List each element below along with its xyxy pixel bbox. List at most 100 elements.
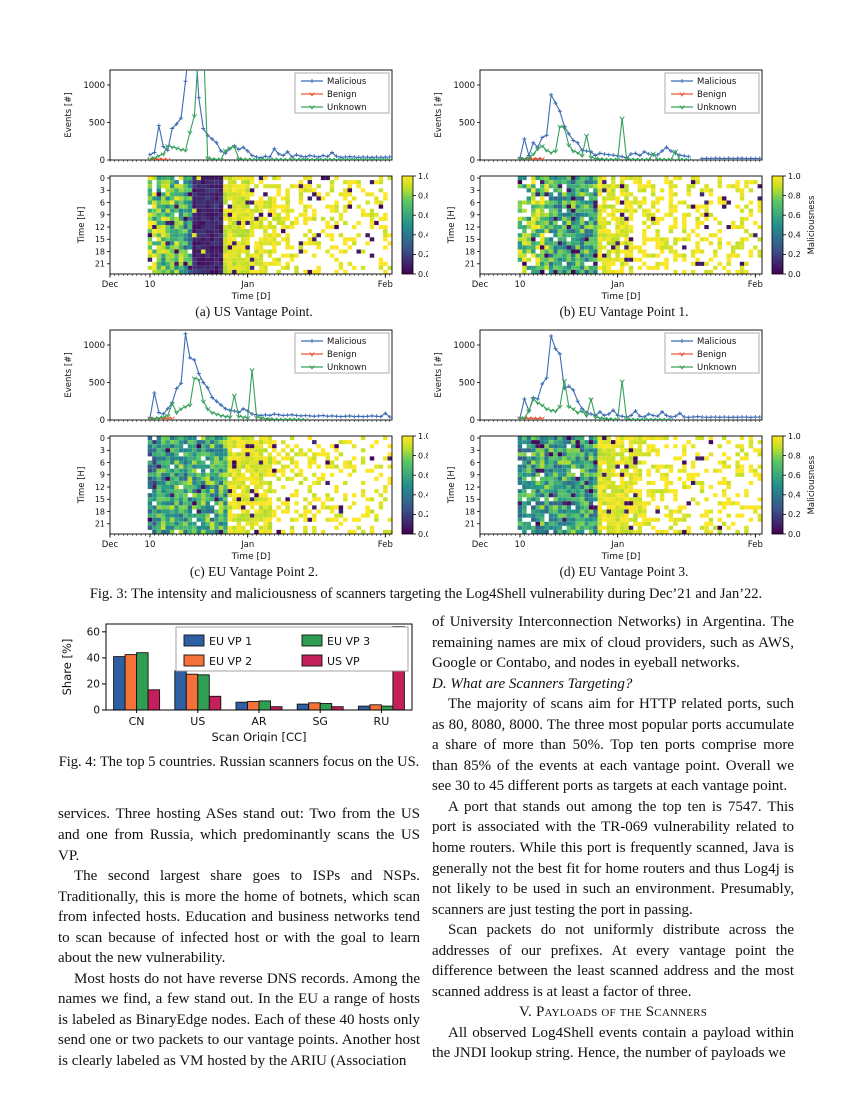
svg-text:EU VP 1: EU VP 1 [209, 635, 252, 648]
svg-text:SG: SG [312, 715, 328, 728]
svg-text:60: 60 [87, 626, 100, 638]
svg-text:US VP: US VP [327, 655, 360, 668]
svg-text:6: 6 [470, 198, 475, 207]
figure4-chart: 0 20 40 60 Share [%] CN US AR SG RU EU VP 1 EU VP 2… [58, 618, 420, 749]
svg-text:Jan: Jan [240, 280, 254, 290]
paragraph: Most hosts do not have reverse DNS recor… [58, 970, 420, 1069]
subfigure-b-chart: 0 500 1000 Events [#] Malicious Benign Unknown… [428, 62, 820, 302]
svg-text:Time [D]: Time [D] [601, 292, 641, 302]
svg-text:Malicious: Malicious [697, 77, 737, 87]
svg-text:1.0: 1.0 [788, 432, 801, 441]
svg-text:12: 12 [465, 483, 475, 492]
svg-text:Unknown: Unknown [697, 103, 736, 113]
svg-text:0: 0 [100, 156, 105, 166]
svg-text:1000: 1000 [453, 341, 475, 351]
subfigure-d-chart: 0 500 1000 Events [#] Malicious Benign Unknown… [428, 322, 820, 562]
svg-text:0.2: 0.2 [418, 510, 431, 519]
svg-text:US: US [190, 715, 205, 728]
svg-text:20: 20 [87, 678, 100, 690]
svg-text:3: 3 [100, 446, 105, 455]
svg-text:3: 3 [100, 186, 105, 195]
left-column: 0 20 40 60 Share [%] CN US AR SG RU EU VP 1 EU VP 2… [58, 618, 420, 1072]
svg-text:18: 18 [465, 507, 475, 516]
svg-text:6: 6 [470, 458, 475, 467]
svg-text:Dec: Dec [472, 540, 489, 550]
svg-text:10: 10 [145, 540, 156, 550]
svg-text:0.0: 0.0 [788, 530, 801, 539]
paragraph: Scan packets do not uniformly distribute… [432, 922, 794, 1000]
svg-text:0.8: 0.8 [788, 451, 801, 460]
svg-text:0.0: 0.0 [418, 530, 431, 539]
svg-text:Unknown: Unknown [327, 363, 366, 373]
svg-text:9: 9 [100, 471, 105, 480]
subfigure-b-caption: (b) EU Vantage Point 1. [559, 304, 689, 319]
paragraph: The second largest share goes to ISPs an… [58, 868, 420, 967]
svg-text:Benign: Benign [327, 350, 357, 360]
svg-text:0.6: 0.6 [788, 211, 801, 220]
svg-text:Unknown: Unknown [327, 103, 366, 113]
svg-text:0: 0 [93, 705, 100, 717]
svg-text:0: 0 [100, 434, 105, 443]
svg-text:Dec: Dec [472, 280, 489, 290]
svg-text:9: 9 [470, 211, 475, 220]
svg-text:500: 500 [89, 379, 105, 389]
svg-text:12: 12 [95, 223, 105, 232]
svg-text:Jan: Jan [610, 280, 624, 290]
right-column: of University Interconnection Networks) … [432, 612, 794, 1064]
svg-text:Feb: Feb [748, 280, 763, 290]
svg-text:Time [H]: Time [H] [447, 207, 457, 245]
svg-text:15: 15 [95, 235, 105, 244]
subfigure-b: 0 500 1000 Events [#] Malicious Benign Unknown… [428, 62, 820, 320]
svg-text:0.4: 0.4 [418, 231, 431, 240]
svg-text:9: 9 [470, 471, 475, 480]
svg-text:Time [D]: Time [D] [231, 292, 271, 302]
svg-text:0.2: 0.2 [418, 250, 431, 259]
paragraph: of University Interconnection Networks) … [432, 614, 794, 672]
svg-text:10: 10 [515, 540, 526, 550]
svg-text:Dec: Dec [102, 280, 119, 290]
svg-text:0: 0 [470, 174, 475, 183]
svg-text:Malicious: Malicious [327, 77, 367, 87]
svg-text:Unknown: Unknown [697, 363, 736, 373]
svg-text:18: 18 [95, 507, 105, 516]
subfigure-c-chart: 0 500 1000 Events [#] Malicious Benign Unknown… [58, 322, 450, 562]
svg-text:0.2: 0.2 [788, 250, 801, 259]
paragraph: services. Three hosting ASes stand out: … [58, 806, 420, 864]
section-heading-v: V. Payloads of the Scanners [518, 1004, 708, 1021]
svg-text:6: 6 [100, 458, 105, 467]
svg-text:1.0: 1.0 [788, 172, 801, 181]
subfigure-d-caption: (d) EU Vantage Point 3. [559, 564, 689, 579]
svg-text:Maliciousness: Maliciousness [807, 195, 817, 254]
svg-text:12: 12 [95, 483, 105, 492]
svg-text:21: 21 [95, 260, 105, 269]
svg-text:0.2: 0.2 [788, 510, 801, 519]
svg-text:Feb: Feb [748, 540, 763, 550]
svg-text:EU VP 3: EU VP 3 [327, 635, 370, 648]
svg-text:Events [#]: Events [#] [434, 92, 444, 137]
svg-text:18: 18 [465, 247, 475, 256]
svg-text:0.0: 0.0 [418, 270, 431, 279]
svg-text:0: 0 [470, 156, 475, 166]
svg-text:0.0: 0.0 [788, 270, 801, 279]
svg-text:Feb: Feb [378, 540, 393, 550]
svg-text:1000: 1000 [83, 341, 105, 351]
svg-text:Events [#]: Events [#] [64, 352, 74, 397]
svg-text:Dec: Dec [102, 540, 119, 550]
svg-text:10: 10 [145, 280, 156, 290]
svg-text:40: 40 [87, 652, 100, 664]
svg-text:CN: CN [129, 715, 145, 728]
svg-text:RU: RU [374, 715, 390, 728]
section-heading-d: D. What are Scanners Targeting? [432, 675, 633, 692]
figure3-caption: Fig. 3: The intensity and maliciousness … [89, 586, 763, 602]
svg-text:0.4: 0.4 [418, 491, 431, 500]
svg-text:12: 12 [465, 223, 475, 232]
svg-text:AR: AR [251, 715, 267, 728]
svg-text:21: 21 [95, 520, 105, 529]
svg-text:500: 500 [459, 379, 475, 389]
svg-text:Benign: Benign [697, 350, 727, 360]
subfigure-a-caption: (a) US Vantage Point. [195, 304, 313, 319]
svg-text:15: 15 [465, 235, 475, 244]
svg-text:1.0: 1.0 [418, 172, 431, 181]
paragraph: All observed Log4Shell events contain a … [432, 1024, 794, 1062]
